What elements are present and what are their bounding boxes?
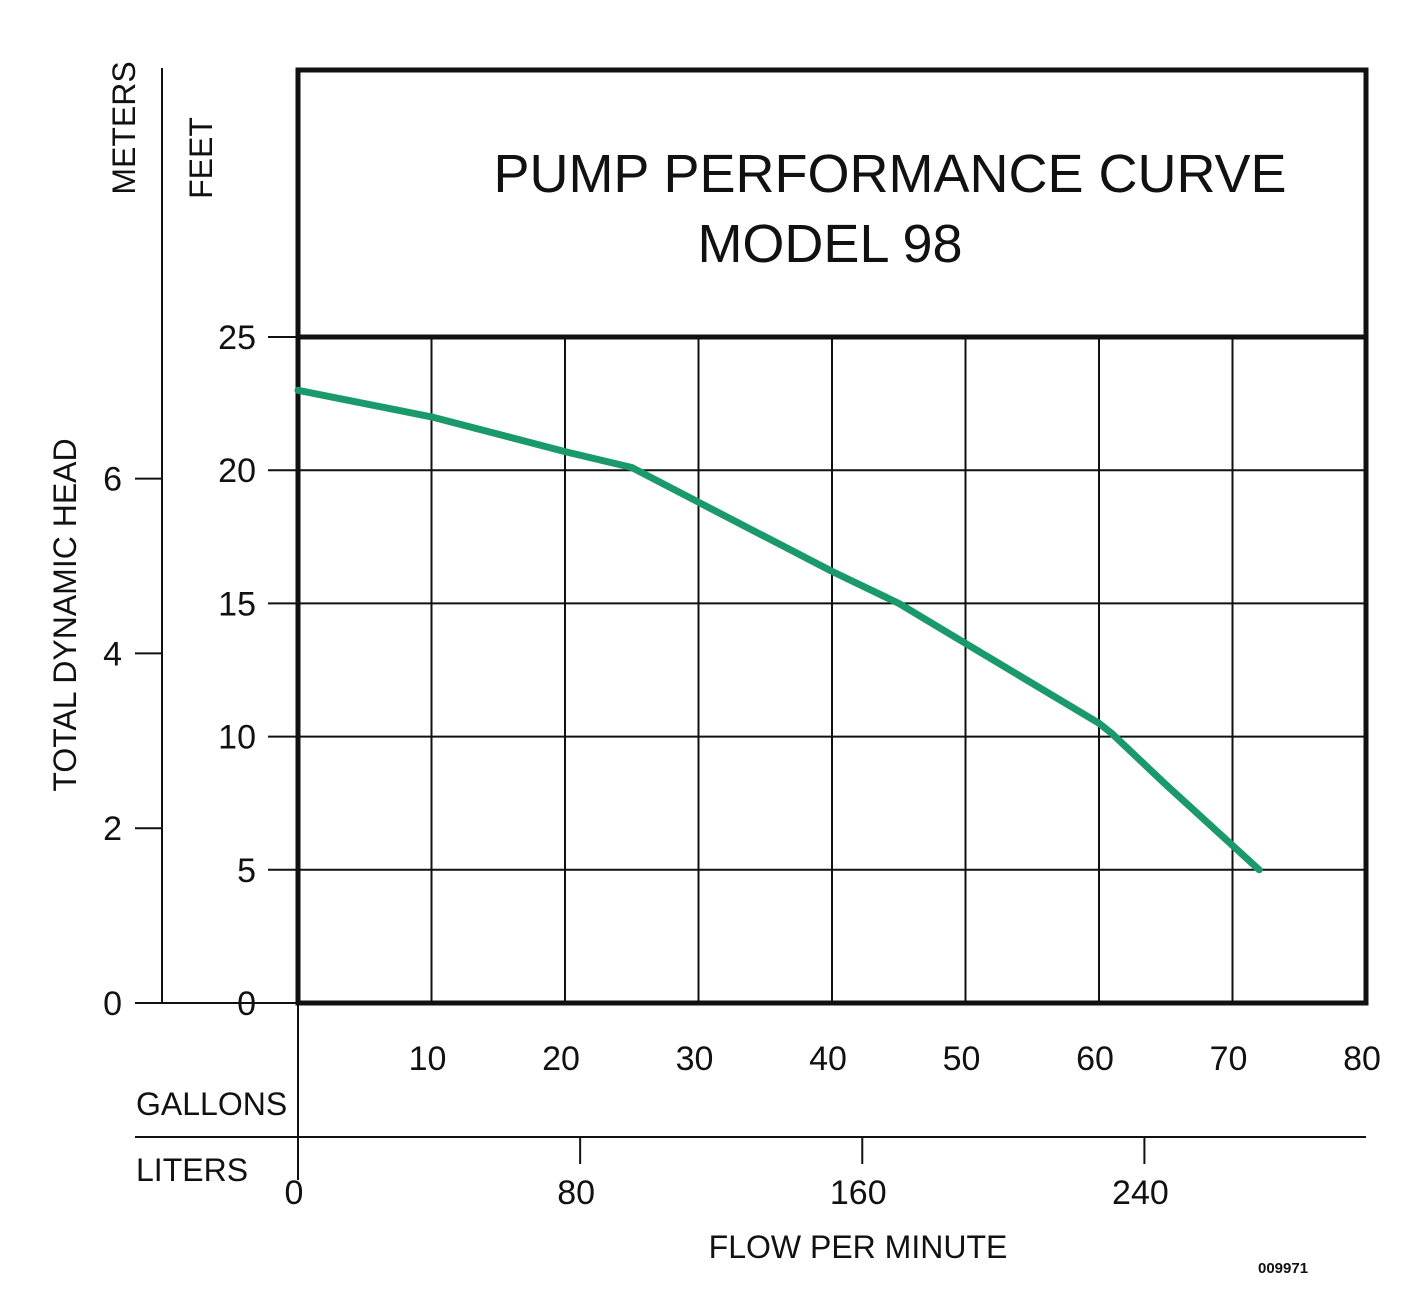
performance-curve [294,386,1263,874]
gallon-tick-label: 50 [943,1040,981,1078]
liter-tick-label: 240 [1112,1174,1169,1212]
meter-tick-label-zero: 0 [103,985,122,1023]
feet-tick-label: 25 [218,319,256,357]
gallon-tick-label: 30 [676,1040,714,1078]
liter-tick-label: 160 [830,1174,887,1212]
feet-tick-label: 20 [218,452,256,490]
gallon-tick-label: 10 [409,1040,447,1078]
feet-tick-label: 10 [218,719,256,757]
gallons-label: GALLONS [136,1086,287,1122]
grid [298,337,1366,1003]
meter-tick-label: 4 [103,635,122,673]
meter-ticks: 2 4 6 [103,461,162,848]
feet-tick-label: 0 [237,985,256,1023]
chart-title: PUMP PERFORMANCE CURVE [493,144,1286,204]
document-code: 009971 [1258,1260,1308,1277]
liters-label: LITERS [136,1152,248,1188]
gallon-tick-label: 70 [1210,1040,1248,1078]
gallon-tick-label: 80 [1343,1040,1381,1078]
chart-subtitle: MODEL 98 [697,214,962,274]
gallon-tick-label: 40 [809,1040,847,1078]
meters-axis-label: METERS [106,61,142,194]
meter-tick-label: 6 [103,461,122,499]
meter-tick-label: 2 [103,810,122,848]
gallon-tick-label: 60 [1076,1040,1114,1078]
gallon-tick-label: 20 [542,1040,580,1078]
x-axis-title: FLOW PER MINUTE [709,1229,1008,1265]
gallon-ticks: 10 20 30 40 50 60 70 80 [409,1040,1381,1078]
y-axis-title: TOTAL DYNAMIC HEAD [47,438,83,791]
liter-tick-label: 80 [557,1174,595,1212]
feet-tick-label: 15 [218,585,256,623]
feet-axis-label: FEET [183,117,219,199]
feet-ticks: 0 5 10 15 20 25 0 [103,319,298,1023]
liter-ticks: 0 80 160 240 [285,1137,1169,1212]
plot-frame [295,334,1369,1006]
feet-tick-label: 5 [237,852,256,890]
liter-tick-label: 0 [285,1174,304,1212]
